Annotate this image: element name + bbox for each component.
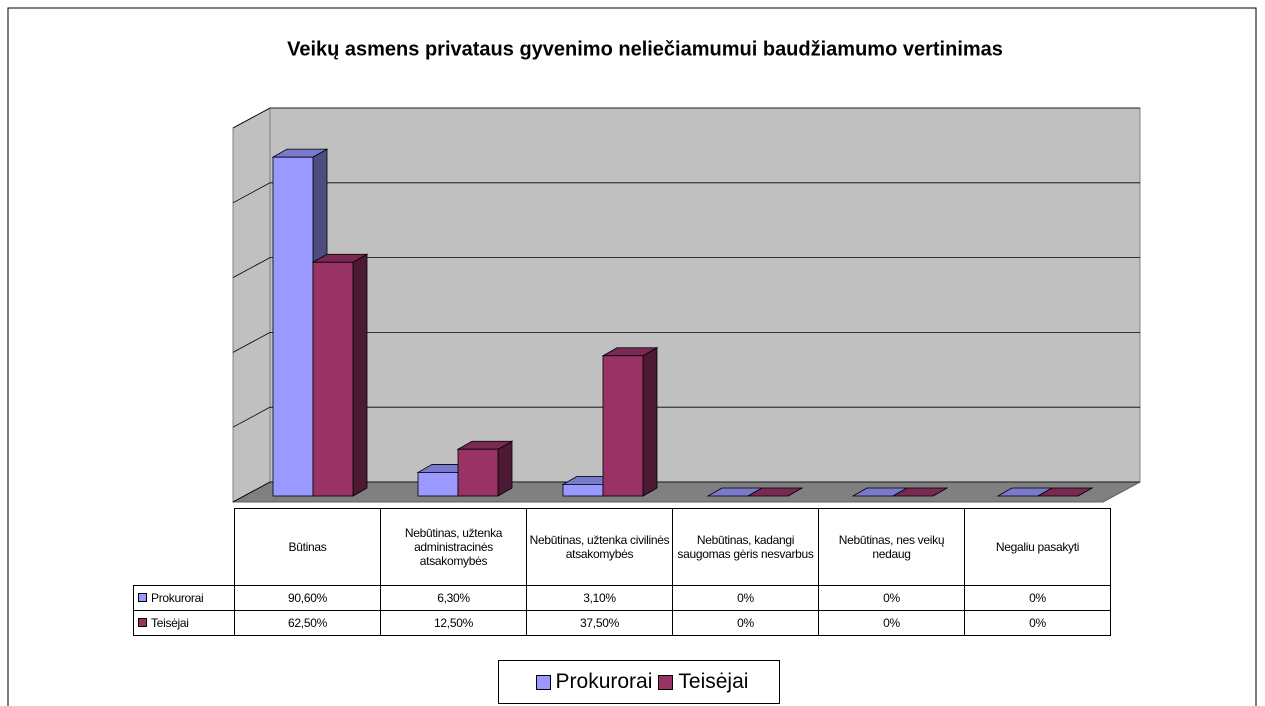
grid-line (232, 107, 1140, 129)
chart-title: Veikų asmens privataus gyvenimo neliečia… (287, 38, 1003, 60)
legend-label: Prokurorai (555, 670, 653, 693)
value-label: 3,10% (526, 585, 673, 611)
grid-line (232, 182, 1140, 204)
bar (746, 487, 804, 497)
category-label: Nebūtinas, užtenka administracinės atsak… (380, 508, 527, 586)
category-label: Nebūtinas, užtenka civilinės atsakomybės (526, 508, 673, 586)
value-label: 0% (672, 585, 819, 611)
series-name: Teisėjai (151, 616, 189, 630)
legend-key (138, 593, 147, 602)
row-header: Prokurorai (133, 585, 235, 611)
grid-line (232, 406, 1140, 428)
grid-line (232, 257, 1140, 278)
floor (232, 481, 1141, 503)
legend-key (138, 618, 147, 627)
table-row: Prokurorai 90,60% 6,30% 3,10% 0% 0% 0% (133, 585, 1111, 611)
bar (1036, 487, 1094, 497)
bar-top (746, 487, 804, 497)
bar-top (891, 487, 949, 497)
value-label: 0% (818, 585, 965, 611)
legend: Prokurorai Teisėjai (498, 660, 780, 704)
bar-side (352, 253, 368, 497)
category-label: Nebūtinas, kadangi saugomas gėris nesvar… (672, 508, 819, 586)
value-label: 12,50% (380, 610, 527, 636)
value-label: 0% (964, 610, 1111, 636)
bar-side (497, 440, 513, 497)
legend-label: Teisėjai (678, 670, 749, 693)
bar-front (272, 156, 314, 497)
series-name: Prokurorai (151, 591, 204, 605)
bar (456, 440, 514, 497)
category-label: Būtinas (234, 508, 381, 586)
value-label: 90,60% (234, 585, 381, 611)
bar-front (417, 472, 459, 497)
grid-line (232, 331, 1140, 353)
grid-line (232, 481, 1140, 503)
legend-key (535, 674, 551, 690)
bar-front (602, 355, 644, 497)
category-label: Nebūtinas, nes veikų nedaug (818, 508, 965, 586)
back-wall (269, 107, 1141, 483)
table-header-row: Būtinas Nebūtinas, užtenka administracinė… (134, 508, 1111, 586)
value-label: 62,50% (234, 610, 381, 636)
side-wall (232, 107, 271, 503)
row-header: Teisėjai (133, 610, 235, 636)
bar-front (312, 261, 354, 497)
data-table: Būtinas Nebūtinas, užtenka administracinė… (133, 508, 1111, 636)
value-label: 0% (672, 610, 819, 636)
value-label: 37,50% (526, 610, 673, 636)
bar (601, 347, 659, 497)
table-row: Teisėjai 62,50% 12,50% 37,50% 0% 0% 0% (133, 610, 1111, 636)
value-label: 6,30% (380, 585, 527, 611)
table-corner (134, 509, 235, 586)
bar-side (642, 347, 658, 497)
bar-top (1036, 487, 1094, 497)
bar-front (562, 484, 604, 497)
legend-key (658, 674, 674, 690)
bar (311, 253, 369, 497)
value-label: 0% (964, 585, 1111, 611)
category-label: Negaliu pasakyti (964, 508, 1111, 586)
bar (891, 487, 949, 497)
bar-front (457, 448, 499, 497)
value-label: 0% (818, 610, 965, 636)
